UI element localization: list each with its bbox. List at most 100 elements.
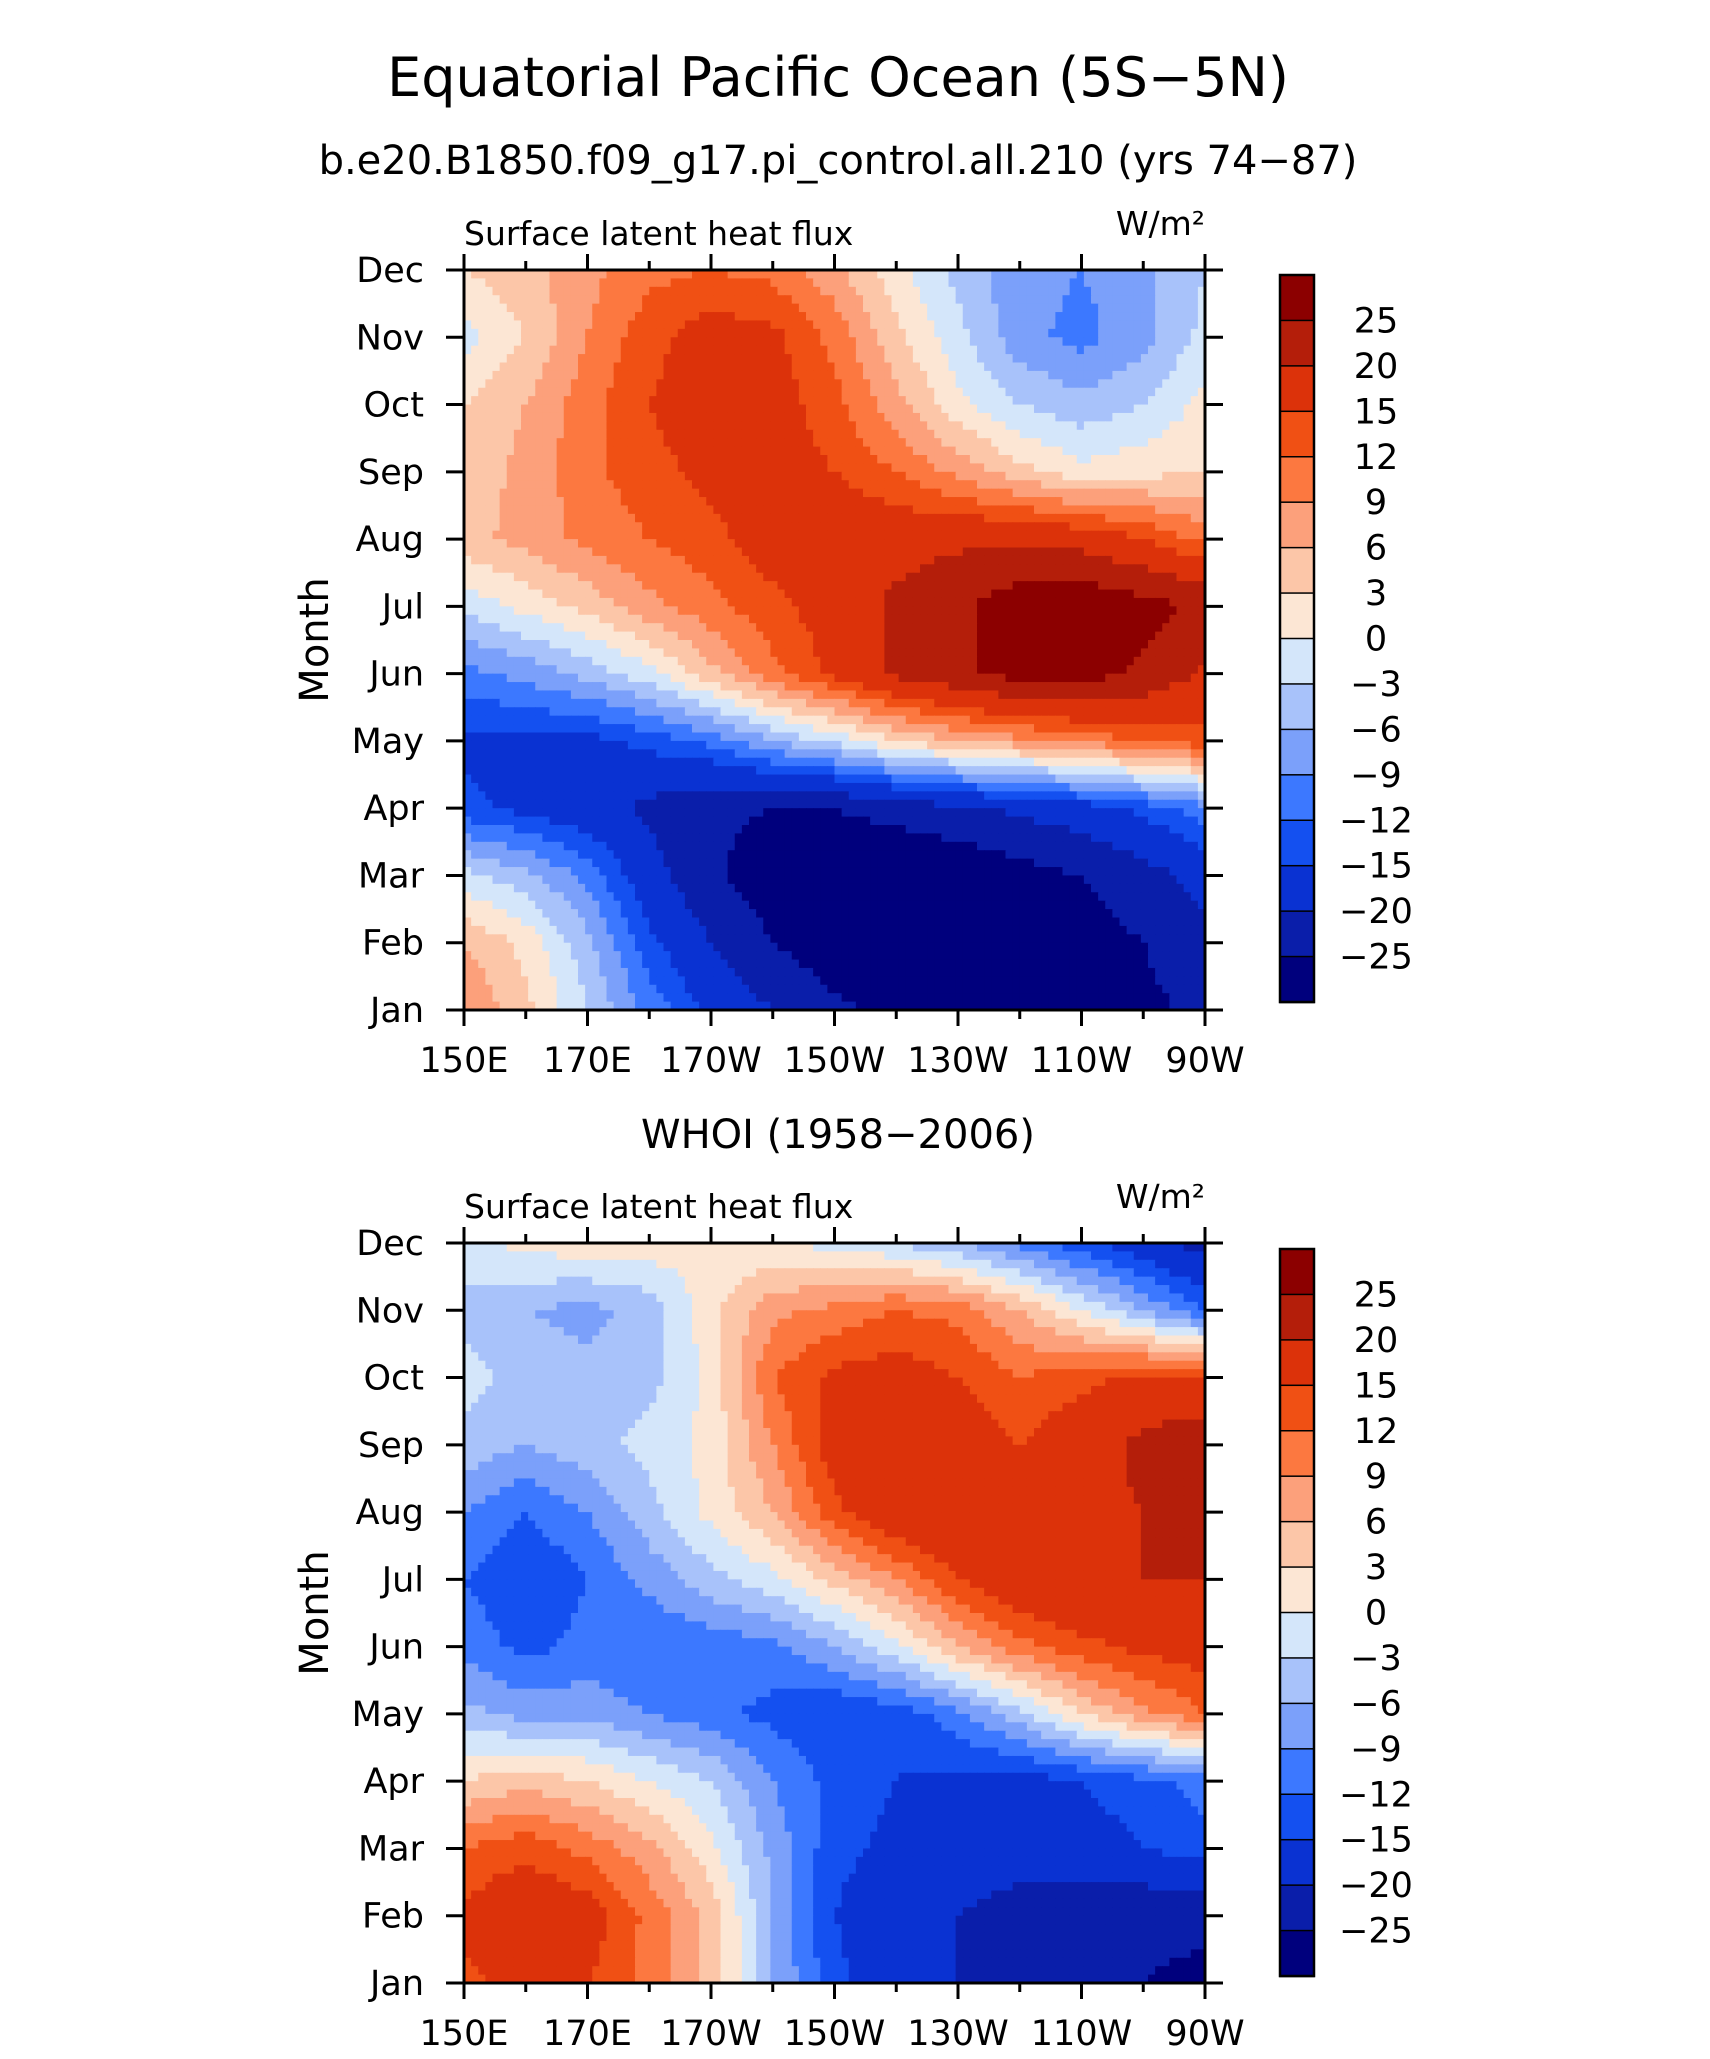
contour-cell (941, 404, 950, 414)
contour-cell (492, 547, 501, 557)
contour-cell (485, 312, 494, 322)
contour-cell (741, 337, 750, 347)
contour-cell (499, 648, 508, 658)
contour-cell (998, 404, 1007, 414)
contour-cell (713, 581, 722, 591)
contour-cell (1119, 665, 1128, 675)
contour-cell (784, 581, 793, 591)
contour-cell (1083, 320, 1092, 330)
contour-cell (1126, 337, 1135, 347)
contour-cell (905, 421, 914, 431)
contour-cell (749, 295, 757, 305)
contour-cell (1133, 547, 1142, 557)
contour-cell (798, 286, 807, 296)
contour-cell (791, 614, 800, 624)
contour-cell (1026, 505, 1035, 515)
contour-cell (649, 404, 657, 414)
contour-cell (955, 396, 964, 406)
contour-cell (1091, 429, 1099, 439)
contour-cell (499, 623, 508, 633)
contour-cell (749, 614, 757, 624)
contour-cell (613, 480, 622, 490)
contour-cell (863, 564, 871, 574)
contour-cell (962, 471, 971, 481)
contour-cell (912, 387, 921, 397)
contour-cell (1083, 354, 1092, 364)
contour-cell (663, 303, 672, 313)
contour-cell (1126, 555, 1135, 565)
contour-cell (1098, 648, 1106, 658)
contour-cell (741, 404, 750, 414)
contour-cell (941, 623, 950, 633)
contour-cell (620, 480, 629, 490)
contour-cell (506, 648, 515, 658)
contour-cell (670, 337, 679, 347)
contour-cell (535, 640, 543, 650)
contour-cell (955, 387, 964, 397)
contour-cell (834, 614, 843, 624)
contour-cell (478, 455, 486, 465)
contour-cell (1005, 345, 1014, 355)
contour-cell (912, 505, 921, 515)
contour-cell (770, 656, 779, 666)
contour-cell (1026, 547, 1035, 557)
contour-cell (635, 497, 643, 507)
contour-cell (585, 589, 593, 599)
contour-cell (585, 421, 593, 431)
contour-cell (741, 270, 750, 280)
contour-cell (492, 480, 501, 490)
contour-cell (513, 589, 522, 599)
contour-cell (656, 513, 665, 523)
contour-cell (741, 488, 750, 498)
contour-cell (606, 438, 615, 448)
contour-cell (1169, 278, 1178, 288)
contour-cell (635, 345, 643, 355)
contour-cell (1055, 312, 1064, 322)
contour-cell (513, 522, 522, 532)
contour-cell (898, 345, 907, 355)
contour-cell (478, 354, 486, 364)
contour-cell (670, 522, 679, 532)
contour-cell (905, 370, 914, 380)
contour-cell (1148, 379, 1156, 389)
contour-cell (991, 412, 999, 422)
contour-cell (1048, 286, 1056, 296)
contour-cell (855, 295, 864, 305)
contour-cell (684, 404, 693, 414)
contour-cell (941, 295, 950, 305)
contour-cell (506, 320, 515, 330)
contour-cell (891, 640, 900, 650)
contour-cell (749, 320, 757, 330)
contour-cell (649, 513, 657, 523)
contour-cell (485, 295, 494, 305)
contour-cell (977, 337, 985, 347)
contour-cell (784, 455, 793, 465)
contour-cell (471, 455, 479, 465)
contour-cell (499, 505, 508, 515)
contour-cell (1005, 631, 1014, 641)
contour-cell (720, 513, 729, 523)
contour-cell (464, 379, 472, 389)
contour-cell (955, 463, 964, 473)
contour-cell (620, 539, 629, 549)
contour-cell (820, 387, 828, 397)
contour-cell (806, 539, 814, 549)
contour-cell (549, 606, 558, 616)
contour-cell (763, 345, 771, 355)
contour-cell (485, 572, 494, 582)
contour-cell (791, 597, 800, 607)
contour-cell (912, 303, 921, 313)
contour-cell (848, 614, 857, 624)
contour-cell (1105, 505, 1113, 515)
contour-cell (1183, 614, 1192, 624)
contour-cell (642, 354, 650, 364)
contour-cell (1112, 320, 1121, 330)
contour-cell (585, 396, 593, 406)
contour-cell (1190, 328, 1199, 338)
contour-cell (806, 488, 814, 498)
contour-cell (1062, 286, 1071, 296)
contour-cell (513, 354, 522, 364)
contour-cell (1034, 606, 1042, 616)
contour-cell (749, 328, 757, 338)
contour-cell (535, 345, 543, 355)
